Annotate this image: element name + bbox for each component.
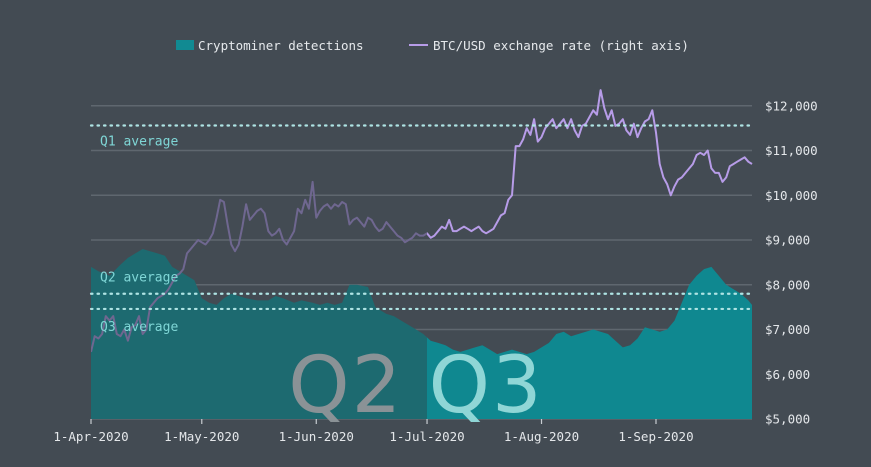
legend-label-detections: Cryptominer detections: [198, 38, 364, 53]
y-tick-label: $10,000: [765, 188, 818, 203]
btc-line-layer: [91, 89, 753, 353]
quarter-labels: Q2 Q3: [288, 341, 544, 431]
btc-line-q2: [91, 180, 428, 353]
average-label: Q3 average: [100, 320, 178, 335]
quarter-label-q3: Q3: [429, 341, 544, 431]
average-lines: Q1 average Q2 average Q3 average: [89, 124, 754, 335]
y-tick-label: $6,000: [765, 367, 810, 382]
y-tick-label: $5,000: [765, 412, 810, 427]
legend: Cryptominer detections BTC/USD exchange r…: [176, 38, 689, 53]
x-axis-ticks: 1-Apr-2020 1-May-2020 1-Jun-2020 1-Jul-2020…: [53, 419, 694, 444]
x-tick-label: 1-Jun-2020: [279, 429, 354, 444]
detections-area-q3: [427, 266, 752, 419]
y-tick-label: $11,000: [765, 143, 818, 158]
y-tick-label: $8,000: [765, 277, 810, 292]
x-tick-label: 1-Sep-2020: [618, 429, 693, 444]
average-label: Q1 average: [100, 134, 178, 149]
x-tick-label: 1-Jul-2020: [389, 429, 464, 444]
y-tick-label: $9,000: [765, 233, 810, 248]
x-tick-label: 1-Aug-2020: [504, 429, 579, 444]
x-tick-label: 1-May-2020: [164, 429, 239, 444]
y-tick-label: $7,000: [765, 322, 810, 337]
quarter-label-q2: Q2: [288, 341, 403, 431]
y-axis-ticks: $5,000 $6,000 $7,000 $8,000 $9,000 $10,000 $11…: [765, 98, 818, 426]
detections-area-q2: [91, 249, 428, 419]
y-tick-label: $12,000: [765, 98, 818, 113]
btc-line-q3: [427, 89, 753, 239]
average-label: Q2 average: [100, 271, 178, 286]
x-tick-label: 1-Apr-2020: [53, 429, 128, 444]
legend-label-btc: BTC/USD exchange rate (right axis): [433, 38, 689, 53]
legend-swatch-detections: [176, 40, 194, 50]
detections-area-layer: [91, 249, 752, 419]
